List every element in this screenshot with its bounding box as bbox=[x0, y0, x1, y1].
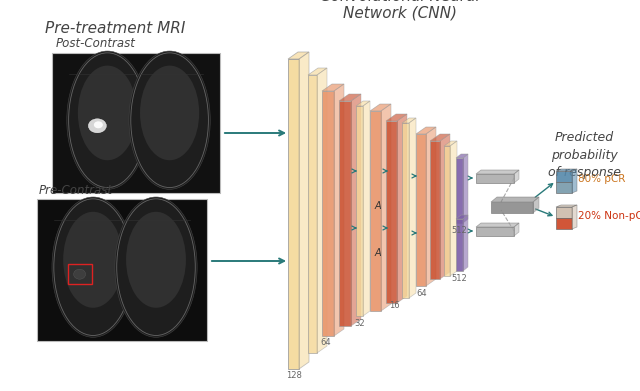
Text: 80% pCR: 80% pCR bbox=[578, 174, 625, 184]
Bar bbox=[68, 264, 92, 284]
Polygon shape bbox=[308, 75, 317, 353]
Polygon shape bbox=[556, 218, 572, 229]
Text: 128: 128 bbox=[286, 371, 302, 380]
Ellipse shape bbox=[126, 212, 186, 308]
Ellipse shape bbox=[78, 66, 137, 160]
Polygon shape bbox=[456, 158, 463, 223]
Polygon shape bbox=[339, 94, 361, 101]
Ellipse shape bbox=[115, 197, 197, 337]
Polygon shape bbox=[463, 215, 468, 271]
Polygon shape bbox=[514, 170, 519, 183]
Polygon shape bbox=[430, 141, 440, 279]
Text: 16: 16 bbox=[388, 301, 399, 310]
Ellipse shape bbox=[129, 51, 211, 189]
Polygon shape bbox=[572, 205, 577, 229]
Polygon shape bbox=[556, 182, 572, 193]
Polygon shape bbox=[386, 114, 407, 121]
Bar bbox=[52, 53, 220, 193]
Polygon shape bbox=[444, 141, 457, 146]
Text: Convolutional Neural
Network (CNN): Convolutional Neural Network (CNN) bbox=[320, 0, 480, 21]
Polygon shape bbox=[351, 94, 361, 326]
Polygon shape bbox=[450, 141, 457, 276]
Polygon shape bbox=[572, 169, 577, 193]
Polygon shape bbox=[556, 171, 572, 182]
Ellipse shape bbox=[63, 212, 123, 308]
Polygon shape bbox=[397, 114, 407, 303]
Polygon shape bbox=[430, 134, 450, 141]
Polygon shape bbox=[416, 134, 426, 286]
Ellipse shape bbox=[74, 269, 86, 279]
Polygon shape bbox=[416, 127, 436, 134]
Polygon shape bbox=[476, 227, 514, 236]
Ellipse shape bbox=[67, 51, 148, 189]
Polygon shape bbox=[476, 223, 519, 227]
Polygon shape bbox=[322, 84, 344, 91]
Polygon shape bbox=[402, 123, 409, 298]
Polygon shape bbox=[288, 59, 299, 369]
Text: Pre-Contrast: Pre-Contrast bbox=[39, 184, 113, 197]
Polygon shape bbox=[370, 111, 381, 311]
Polygon shape bbox=[476, 174, 514, 183]
Polygon shape bbox=[426, 127, 436, 286]
Text: 32: 32 bbox=[355, 319, 365, 328]
Polygon shape bbox=[409, 118, 416, 298]
Polygon shape bbox=[476, 170, 519, 174]
Polygon shape bbox=[444, 146, 450, 276]
Polygon shape bbox=[514, 223, 519, 236]
Text: 64: 64 bbox=[417, 289, 428, 298]
Polygon shape bbox=[288, 52, 309, 59]
Ellipse shape bbox=[94, 121, 103, 128]
Polygon shape bbox=[556, 207, 572, 218]
Ellipse shape bbox=[140, 66, 199, 160]
Polygon shape bbox=[334, 84, 344, 336]
Text: 64: 64 bbox=[321, 338, 332, 347]
Polygon shape bbox=[556, 205, 577, 207]
Text: Predicted
probability
of response: Predicted probability of response bbox=[547, 131, 621, 179]
Text: 512: 512 bbox=[451, 274, 467, 283]
Polygon shape bbox=[533, 197, 539, 213]
Polygon shape bbox=[339, 101, 351, 326]
Polygon shape bbox=[456, 219, 463, 271]
Polygon shape bbox=[556, 169, 577, 171]
Polygon shape bbox=[370, 104, 391, 111]
Polygon shape bbox=[463, 154, 468, 223]
Polygon shape bbox=[381, 104, 391, 311]
Polygon shape bbox=[363, 101, 370, 316]
Text: A: A bbox=[374, 248, 381, 258]
Polygon shape bbox=[386, 121, 397, 303]
Text: 20% Non-pCR: 20% Non-pCR bbox=[578, 211, 640, 221]
Polygon shape bbox=[299, 52, 309, 369]
Polygon shape bbox=[356, 101, 370, 106]
Text: 512: 512 bbox=[451, 226, 467, 235]
Text: A: A bbox=[374, 201, 381, 211]
Polygon shape bbox=[456, 215, 468, 219]
Polygon shape bbox=[440, 134, 450, 279]
Ellipse shape bbox=[88, 119, 106, 133]
Polygon shape bbox=[308, 68, 327, 75]
Polygon shape bbox=[491, 202, 533, 213]
Polygon shape bbox=[491, 197, 539, 202]
Polygon shape bbox=[402, 118, 416, 123]
Polygon shape bbox=[356, 106, 363, 316]
Bar bbox=[37, 199, 207, 341]
Ellipse shape bbox=[52, 197, 134, 337]
Text: Pre-treatment MRI: Pre-treatment MRI bbox=[45, 21, 185, 36]
Polygon shape bbox=[456, 154, 468, 158]
Polygon shape bbox=[317, 68, 327, 353]
Text: Post-Contrast: Post-Contrast bbox=[56, 37, 136, 50]
Polygon shape bbox=[322, 91, 334, 336]
